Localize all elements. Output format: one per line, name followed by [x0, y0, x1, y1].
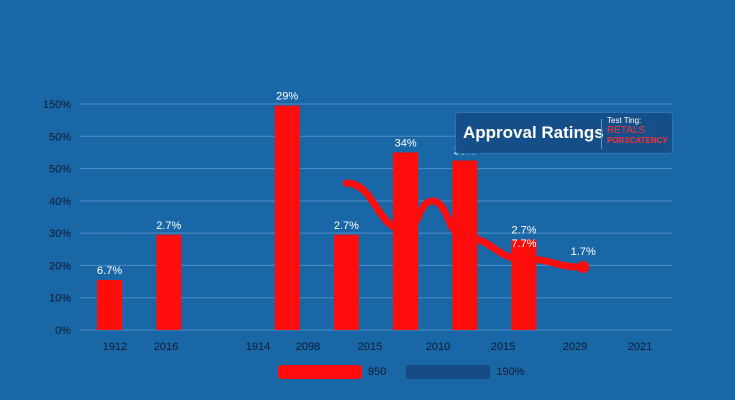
- y-tick-label: 0%: [55, 325, 71, 337]
- y-tick-label: 40%: [49, 196, 71, 208]
- chart-title: Approval Ratings: [463, 123, 604, 142]
- x-tick-label: 2015: [491, 341, 515, 353]
- x-tick-label: 2029: [563, 341, 587, 353]
- data-labels: 6.7%2.7%29%2.7%34%30%2.7%7.7%1.7%: [97, 91, 596, 277]
- x-tick-label: 2010: [426, 341, 450, 353]
- bar: [393, 152, 419, 330]
- side-line-2: RETALS: [607, 125, 646, 136]
- side-line-1: Test Ting:: [607, 116, 642, 125]
- bar-value-label: 2.7%: [156, 220, 181, 232]
- bar: [156, 234, 182, 330]
- line-value-label: 1.7%: [571, 246, 596, 258]
- bar: [452, 160, 478, 330]
- x-tick-label: 2021: [628, 341, 652, 353]
- x-tick-label: 1914: [246, 341, 270, 353]
- title-box-side: Test Ting: RETALS PORSCATENCY: [607, 116, 668, 146]
- x-tick-label: 1912: [103, 341, 127, 353]
- line-value-label: 7.7%: [511, 238, 536, 250]
- x-tick-label: 2098: [296, 341, 320, 353]
- title-divider: [601, 119, 602, 149]
- y-tick-label: 150%: [43, 99, 71, 111]
- line-series: [342, 179, 590, 274]
- x-tick-label: 2016: [154, 341, 178, 353]
- y-tick-label: 10%: [49, 293, 71, 305]
- y-tick-label: 30%: [49, 228, 71, 240]
- legend-item-0: 950: [278, 365, 386, 379]
- bar-value-label: 2.7%: [511, 225, 536, 237]
- y-tick-label: 20%: [49, 260, 71, 272]
- chart-title-box: Approval Ratings Test Ting: RETALS PORSC…: [455, 112, 673, 154]
- line-point: [518, 252, 530, 265]
- line-point: [577, 261, 590, 274]
- x-tick-label: 2015: [358, 341, 382, 353]
- bar: [274, 105, 300, 330]
- bar-value-label: 2.7%: [334, 220, 359, 232]
- legend-label-1: 190%: [496, 366, 525, 378]
- side-line-3: PORSCATENCY: [607, 136, 668, 145]
- legend-swatch-0: [278, 365, 362, 379]
- legend-label-0: 950: [368, 366, 387, 378]
- legend-swatch-1: [406, 365, 491, 379]
- bar: [97, 279, 123, 330]
- y-axis-ticks: 0% 10% 20% 30% 40% 50% 50% 150%: [43, 99, 71, 337]
- bar-value-label: 29%: [276, 91, 298, 103]
- bar-value-label: 34%: [395, 137, 417, 149]
- bar-value-label: 6.7%: [97, 265, 122, 277]
- legend-item-1: 190%: [406, 365, 525, 379]
- bar-series: [97, 105, 537, 330]
- legend: 950 190%: [278, 365, 545, 379]
- y-tick-label: 50%: [49, 164, 71, 176]
- y-tick-label: 50%: [49, 131, 71, 143]
- bar: [333, 234, 359, 330]
- x-axis-ticks: 1912 2016 1914 2098 2015 2010 2015 2029 2021: [103, 341, 652, 353]
